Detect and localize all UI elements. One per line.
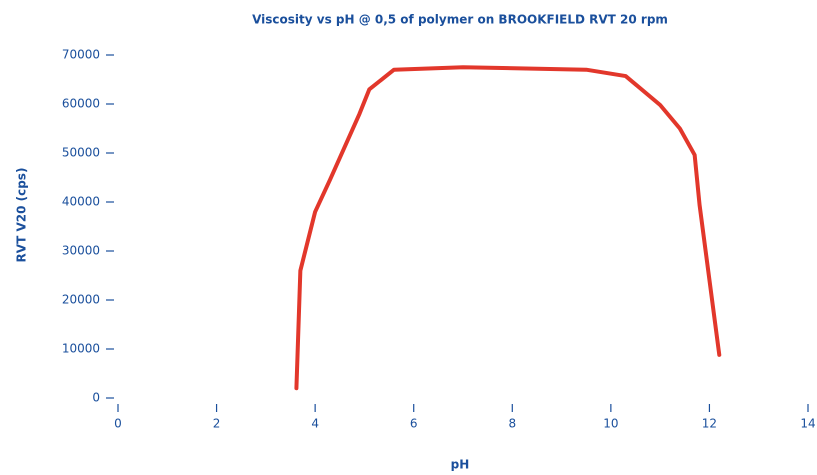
y-tick-label: 30000 xyxy=(62,244,100,258)
y-tick-label: 20000 xyxy=(62,293,100,307)
chart-title: Viscosity vs pH @ 0,5 of polymer on BROO… xyxy=(252,13,668,27)
data-line xyxy=(294,65,722,391)
x-tick-label: 10 xyxy=(603,417,618,431)
y-tick-label: 10000 xyxy=(62,342,100,356)
x-tick-label: 0 xyxy=(114,417,122,431)
y-tick-label: 70000 xyxy=(62,48,100,62)
y-axis-label: RVT V20 (cps) xyxy=(15,168,29,263)
x-tick-label: 12 xyxy=(702,417,717,431)
x-axis-label: pH xyxy=(451,458,470,472)
y-tick-label: 50000 xyxy=(62,146,100,160)
x-tick-label: 4 xyxy=(311,417,319,431)
x-tick-label: 8 xyxy=(508,417,516,431)
x-tick-label: 14 xyxy=(800,417,815,431)
y-tick-label: 40000 xyxy=(62,195,100,209)
x-tick-label: 6 xyxy=(410,417,418,431)
y-tick-label: 60000 xyxy=(62,97,100,111)
x-tick-label: 2 xyxy=(213,417,221,431)
y-tick-label: 0 xyxy=(92,391,100,405)
